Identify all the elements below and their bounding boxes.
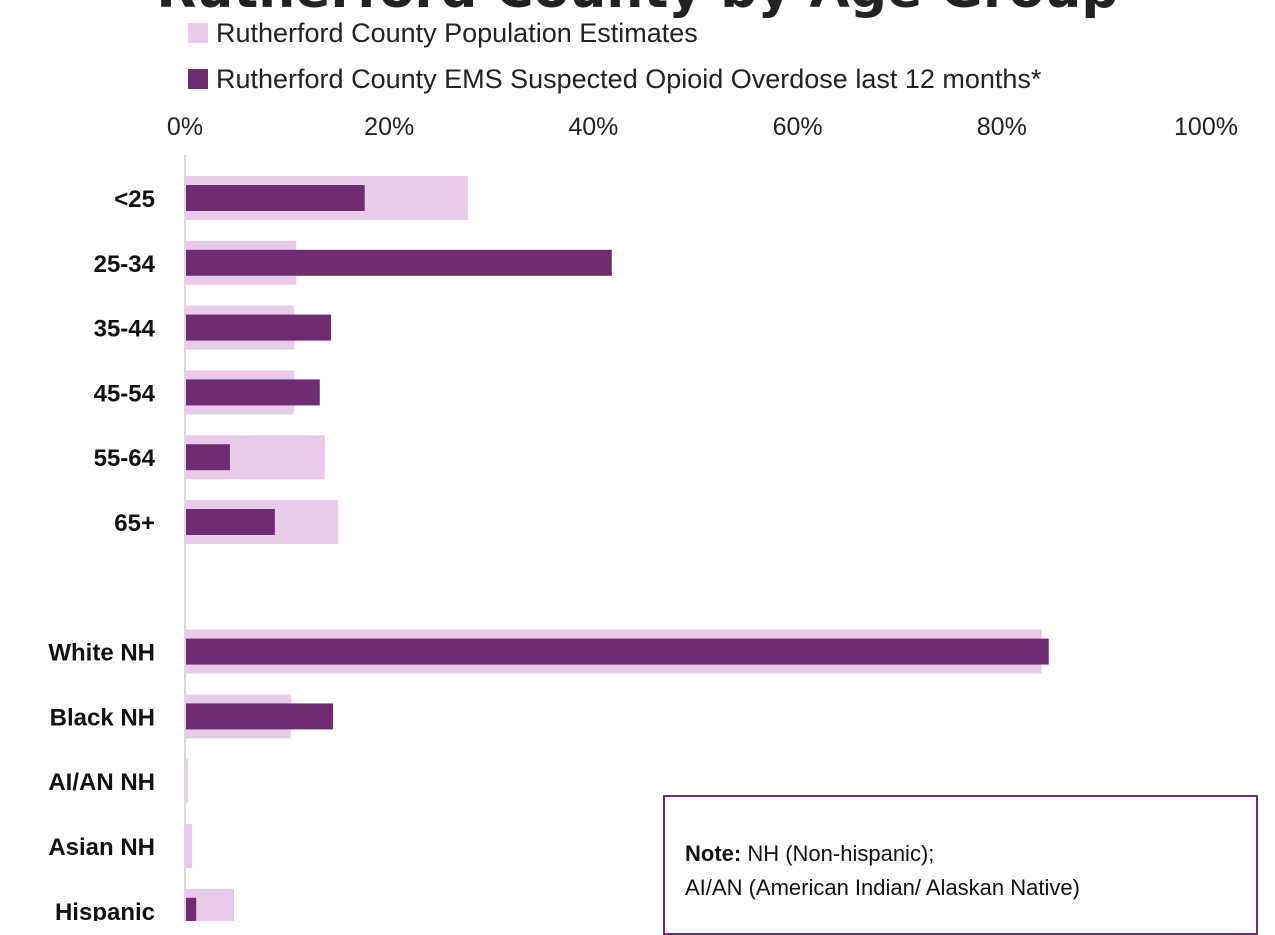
bar-ems: [185, 444, 230, 471]
bar-population: [185, 824, 193, 868]
note-line-2: AI/AN (American Indian/ Alaskan Native): [685, 875, 1080, 900]
note-text-1: NH (Non-hispanic);: [741, 841, 935, 866]
bar-ems: [185, 249, 612, 276]
note-label: Note:: [685, 841, 742, 866]
category-label: 45-54: [94, 380, 156, 407]
bar-ems: [185, 897, 197, 921]
bar-ems: [185, 185, 365, 211]
bar-ems: [185, 379, 320, 406]
x-tick-label: 60%: [773, 113, 823, 141]
category-label: <25: [114, 186, 155, 213]
x-tick-label: 20%: [364, 113, 414, 141]
category-label: Black NH: [50, 704, 155, 731]
legend-label-population: Rutherford County Population Estimates: [216, 17, 698, 48]
x-tick-label: 0%: [167, 113, 203, 141]
category-label: Hispanic: [55, 899, 155, 921]
legend-label-ems: Rutherford County EMS Suspected Opioid O…: [216, 63, 1042, 94]
bar-ems: [185, 703, 334, 730]
bar-population: [185, 759, 189, 804]
note-line-1: Note: NH (Non-hispanic);: [685, 837, 1256, 871]
x-tick-label: 100%: [1174, 113, 1238, 141]
chart-legend: Rutherford County Population Estimates R…: [188, 10, 1041, 102]
category-label: White NH: [48, 640, 155, 667]
category-label: Asian NH: [48, 834, 155, 861]
bar-ems: [185, 638, 1049, 665]
category-label: 35-44: [94, 316, 156, 343]
chart-title-partial: Rutherford County by Age Group: [0, 0, 1275, 20]
bar-ems: [185, 509, 275, 535]
bar-ems: [185, 314, 332, 341]
legend-item-ems: Rutherford County EMS Suspected Opioid O…: [188, 56, 1041, 102]
category-label: 55-64: [94, 445, 156, 472]
x-tick-label: 80%: [977, 113, 1027, 141]
legend-item-population: Rutherford County Population Estimates: [188, 10, 1041, 56]
legend-swatch-population: [188, 23, 208, 43]
x-tick-label: 40%: [568, 113, 618, 141]
category-label: 25-34: [94, 251, 156, 278]
category-label: 65+: [114, 510, 155, 537]
category-label: AI/AN NH: [48, 769, 155, 796]
legend-swatch-ems: [188, 69, 208, 89]
note-box: Note: NH (Non-hispanic); AI/AN (American…: [663, 795, 1258, 935]
